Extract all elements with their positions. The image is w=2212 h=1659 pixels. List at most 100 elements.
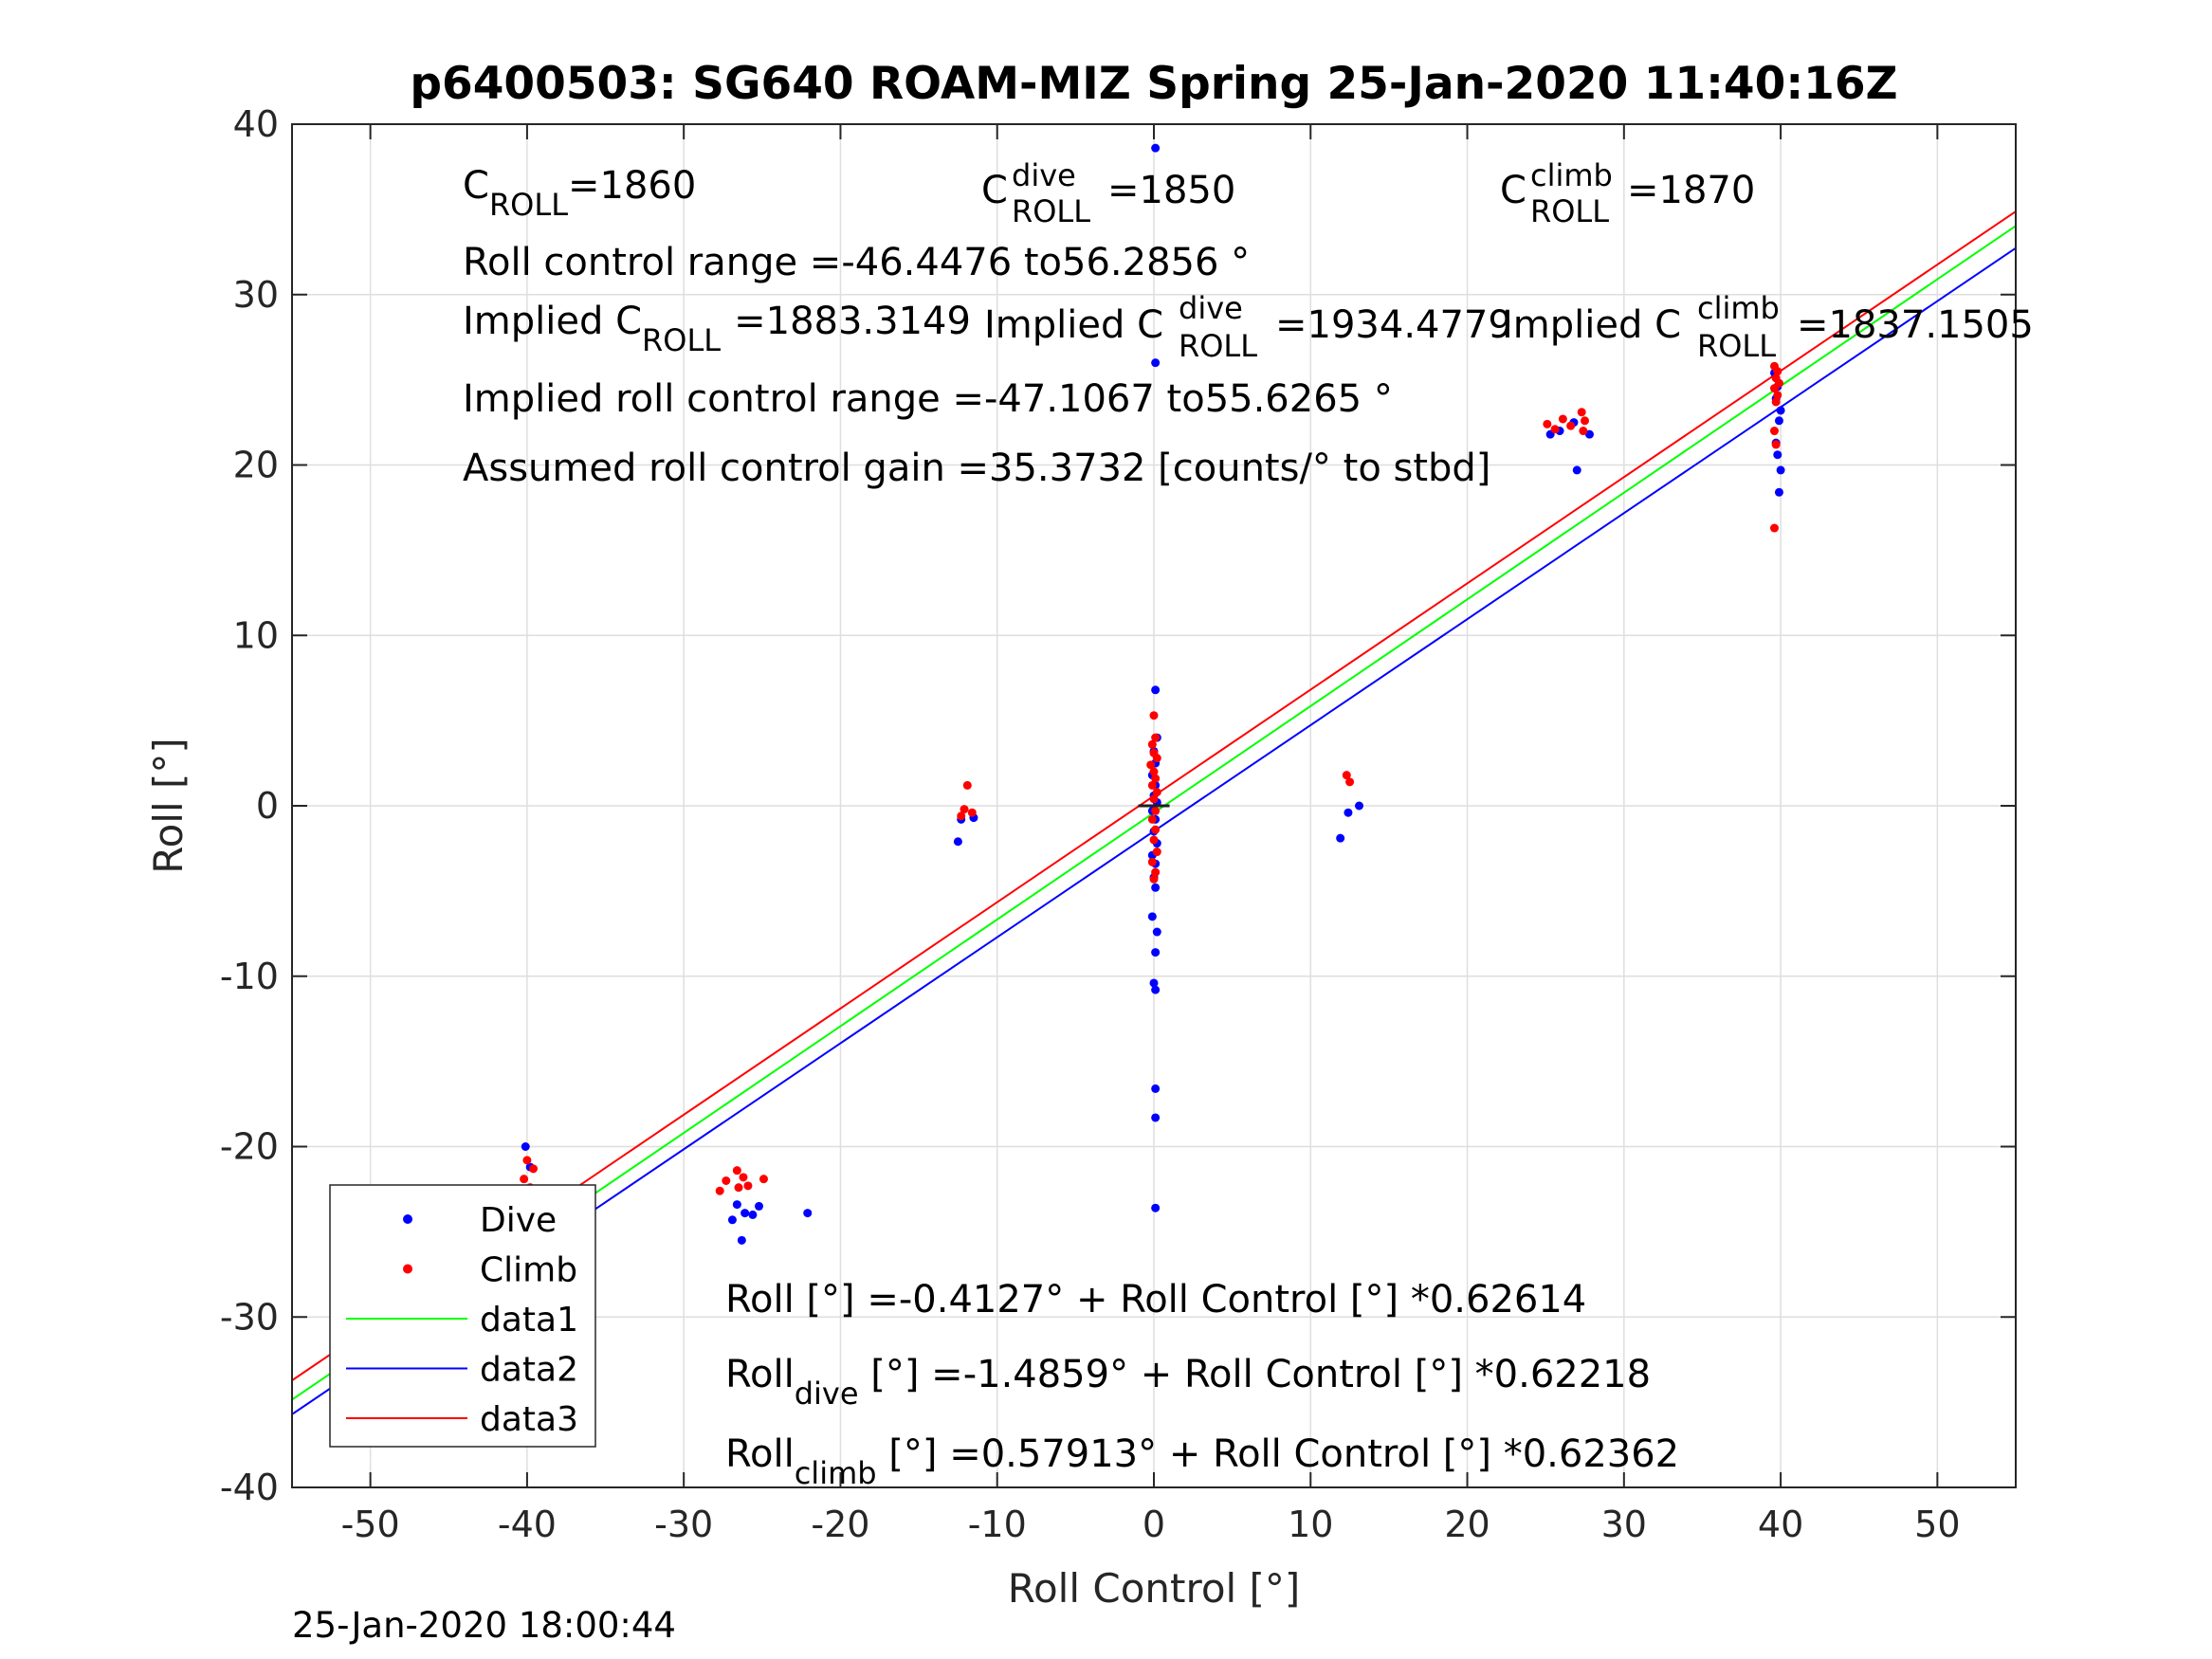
dive-point bbox=[1344, 808, 1353, 817]
y-tick-label: 0 bbox=[256, 785, 279, 827]
x-tick-label: 40 bbox=[1758, 1504, 1803, 1545]
y-tick-label: 30 bbox=[233, 274, 279, 316]
annotation-implied-c-roll-climb-sup: climb bbox=[1697, 290, 1780, 326]
annotation-implied-c-roll-dive-sub: ROLL bbox=[1179, 328, 1257, 364]
climb-point bbox=[1579, 427, 1588, 436]
annotation-fit-dive: Rolldive [°] =-1.4859° + Roll Control [°… bbox=[725, 1353, 1651, 1412]
climb-point bbox=[1773, 367, 1782, 376]
climb-point bbox=[1146, 760, 1156, 770]
x-axis-label: Roll Control [°] bbox=[1008, 1565, 1301, 1612]
dive-point bbox=[953, 837, 962, 847]
climb-point bbox=[1147, 780, 1157, 790]
y-tick-label: -40 bbox=[220, 1467, 279, 1508]
dive-point bbox=[1151, 948, 1161, 957]
y-tick-label: -30 bbox=[220, 1296, 279, 1338]
climb-point bbox=[1345, 777, 1355, 787]
annotation-implied-c-roll-dive-sup: dive bbox=[1179, 290, 1243, 326]
annotation-c-roll-climb: C bbox=[1500, 169, 1526, 212]
climb-point bbox=[1566, 421, 1576, 430]
climb-point bbox=[715, 1186, 724, 1195]
climb-point bbox=[967, 808, 977, 817]
legend-marker-dive bbox=[403, 1214, 412, 1224]
annotation-implied-c-roll-dive-value: =1934.4779 bbox=[1275, 303, 1512, 347]
y-tick-label: -10 bbox=[220, 956, 279, 997]
climb-point bbox=[522, 1156, 532, 1165]
x-tick-label: -20 bbox=[811, 1504, 869, 1545]
y-tick-label: 20 bbox=[233, 445, 279, 486]
climb-point bbox=[1147, 739, 1157, 749]
annotation-c-roll-climb-sub: ROLL bbox=[1530, 193, 1609, 229]
climb-point bbox=[732, 1166, 741, 1176]
climb-point bbox=[1147, 814, 1157, 824]
x-tick-label: 30 bbox=[1601, 1504, 1647, 1545]
dive-point bbox=[1776, 406, 1785, 415]
climb-point bbox=[1771, 440, 1781, 449]
climb-point bbox=[1771, 397, 1781, 407]
legend-label-data3: data3 bbox=[480, 1400, 578, 1439]
climb-point bbox=[1152, 788, 1161, 797]
climb-point bbox=[759, 1175, 768, 1184]
dive-point bbox=[1572, 465, 1581, 475]
climb-point bbox=[1151, 733, 1161, 742]
plot-frame bbox=[291, 123, 2017, 1488]
legend-label-data1: data1 bbox=[480, 1301, 578, 1340]
dive-point bbox=[755, 1201, 764, 1211]
dive-point bbox=[748, 1210, 758, 1219]
climb-point bbox=[520, 1175, 529, 1184]
x-tick-label: -40 bbox=[498, 1504, 557, 1545]
legend-box bbox=[329, 1184, 596, 1448]
dive-point bbox=[1151, 685, 1161, 695]
dive-point bbox=[1336, 833, 1345, 843]
climb-point bbox=[1149, 874, 1159, 884]
dive-point bbox=[1151, 1203, 1161, 1212]
dive-point bbox=[1776, 465, 1785, 475]
annotation-implied-c-roll-climb-sub: ROLL bbox=[1697, 328, 1776, 364]
dive-point bbox=[740, 1209, 750, 1218]
climb-point bbox=[1543, 419, 1552, 428]
legend: Dive Climb data1 data2 data3 bbox=[329, 1184, 596, 1448]
annotation-fit-all: Roll [°] =-0.4127° + Roll Control [°] *0… bbox=[725, 1278, 1586, 1322]
climb-point bbox=[1149, 835, 1159, 845]
climb-point bbox=[1581, 416, 1589, 426]
dive-point bbox=[1151, 883, 1161, 892]
annotation-c-roll-climb-value: =1870 bbox=[1627, 169, 1755, 212]
y-tick-label: -20 bbox=[220, 1126, 279, 1168]
annotation-assumed-gain: Assumed roll control gain =35.3732 [coun… bbox=[463, 447, 1490, 490]
y-axis-label: Roll [°] bbox=[145, 738, 192, 873]
climb-point bbox=[743, 1181, 753, 1191]
annotation-implied-range: Implied roll control range =-47.1067 to5… bbox=[463, 377, 1393, 421]
x-tick-label: -50 bbox=[341, 1504, 400, 1545]
climb-point bbox=[960, 805, 969, 814]
x-tick-label: -10 bbox=[968, 1504, 1027, 1545]
climb-point bbox=[1773, 391, 1782, 400]
timestamp: 25-Jan-2020 18:00:44 bbox=[292, 1605, 676, 1646]
dive-point bbox=[1151, 143, 1161, 153]
dive-point bbox=[1773, 450, 1782, 460]
chart-title: p6400503: SG640 ROAM-MIZ Spring 25-Jan-2… bbox=[410, 58, 1897, 110]
y-tick-label: 10 bbox=[233, 614, 279, 656]
dive-point bbox=[1151, 985, 1161, 994]
climb-point bbox=[1147, 857, 1157, 866]
climb-point bbox=[739, 1173, 748, 1182]
dive-point bbox=[1149, 978, 1159, 988]
annotation-implied-c-roll: Implied CROLL =1883.3149 bbox=[463, 300, 971, 358]
climb-point bbox=[1769, 427, 1779, 436]
climb-point bbox=[1152, 754, 1161, 763]
climb-point bbox=[957, 811, 966, 821]
dive-point bbox=[727, 1215, 737, 1225]
x-tick-label: 10 bbox=[1288, 1504, 1333, 1545]
dive-point bbox=[1152, 927, 1161, 937]
climb-point bbox=[1151, 774, 1161, 783]
y-tick-label: 40 bbox=[233, 103, 279, 145]
dive-point bbox=[1774, 416, 1783, 426]
annotation-c-roll-dive-value: =1850 bbox=[1107, 169, 1235, 212]
annotation-fit-climb: Rollclimb [°] =0.57913° + Roll Control [… bbox=[725, 1432, 1679, 1491]
climb-point bbox=[1151, 867, 1161, 877]
annotation-c-roll-dive-sub: ROLL bbox=[1012, 193, 1090, 229]
x-tick-label: -30 bbox=[654, 1504, 713, 1545]
climb-point bbox=[1769, 384, 1779, 393]
legend-label-dive: Dive bbox=[480, 1201, 557, 1240]
climb-point bbox=[1769, 523, 1779, 533]
x-tick-label: 0 bbox=[1143, 1504, 1165, 1545]
